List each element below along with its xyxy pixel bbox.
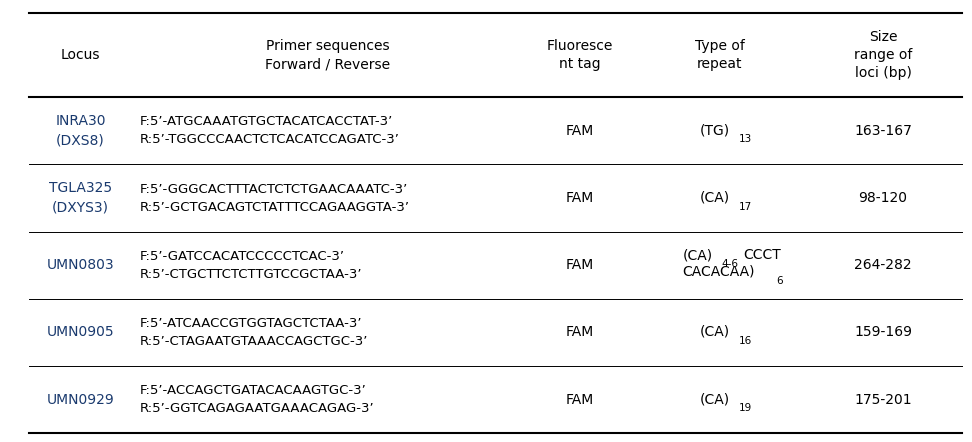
Text: 17: 17: [739, 202, 751, 212]
Text: (CA): (CA): [700, 191, 730, 205]
Text: CCCT: CCCT: [744, 248, 781, 262]
Text: 6: 6: [776, 276, 782, 286]
Text: 19: 19: [739, 403, 751, 413]
Text: FAM: FAM: [566, 124, 594, 138]
Text: UMN0929: UMN0929: [47, 392, 115, 407]
Text: (TG): (TG): [700, 123, 730, 137]
Text: (CA): (CA): [682, 248, 712, 262]
Text: Type of
repeat: Type of repeat: [695, 39, 745, 71]
Text: F:5’-GGGCACTTTACTCTCTGAACAAATC-3’
R:5’-GCTGACAGTCTATTTCCAGAAGGTA-3’: F:5’-GGGCACTTTACTCTCTGAACAAATC-3’ R:5’-G…: [139, 183, 409, 213]
Text: Size
range of
loci (bp): Size range of loci (bp): [853, 30, 912, 80]
Text: CACACAA): CACACAA): [682, 265, 755, 279]
Text: 159-169: 159-169: [854, 325, 912, 339]
Text: UMN0905: UMN0905: [47, 325, 115, 339]
Text: Locus: Locus: [60, 48, 100, 62]
Text: UMN0803: UMN0803: [47, 258, 115, 272]
Text: (CA): (CA): [700, 392, 730, 406]
Text: F:5’-GATCCACATCCCCCTCAC-3’
R:5’-CTGCTTCTCTTGTCCGCTAA-3’: F:5’-GATCCACATCCCCCTCAC-3’ R:5’-CTGCTTCT…: [139, 250, 362, 281]
Text: 4-6: 4-6: [721, 259, 738, 269]
Text: INRA30
(DXS8): INRA30 (DXS8): [55, 114, 106, 148]
Text: F:5’-ATGCAAATGTGCTACATCACCTAT-3’
R:5’-TGGCCCAACTCTCACATCCAGATC-3’: F:5’-ATGCAAATGTGCTACATCACCTAT-3’ R:5’-TG…: [139, 115, 399, 146]
Text: Fluoresce
nt tag: Fluoresce nt tag: [546, 39, 613, 71]
Text: 175-201: 175-201: [854, 392, 912, 407]
Text: 16: 16: [739, 336, 751, 346]
Text: FAM: FAM: [566, 325, 594, 339]
Text: 264-282: 264-282: [854, 258, 912, 272]
Text: FAM: FAM: [566, 191, 594, 205]
Text: F:5’-ATCAACCGTGGTAGCTCTAA-3’
R:5’-CTAGAATGTAAACCAGCTGC-3’: F:5’-ATCAACCGTGGTAGCTCTAA-3’ R:5’-CTAGAA…: [139, 317, 367, 348]
Text: 98-120: 98-120: [858, 191, 908, 205]
Text: F:5’-ACCAGCTGATACACAAGTGC-3’
R:5’-GGTCAGAGAATGAAACAGAG-3’: F:5’-ACCAGCTGATACACAAGTGC-3’ R:5’-GGTCAG…: [139, 384, 374, 415]
Text: TGLA325
(DXYS3): TGLA325 (DXYS3): [49, 181, 112, 215]
Text: FAM: FAM: [566, 392, 594, 407]
Text: 13: 13: [739, 134, 751, 145]
Text: 163-167: 163-167: [854, 124, 912, 138]
Text: (CA): (CA): [700, 325, 730, 339]
Text: FAM: FAM: [566, 258, 594, 272]
Text: Primer sequences
Forward / Reverse: Primer sequences Forward / Reverse: [265, 39, 391, 71]
